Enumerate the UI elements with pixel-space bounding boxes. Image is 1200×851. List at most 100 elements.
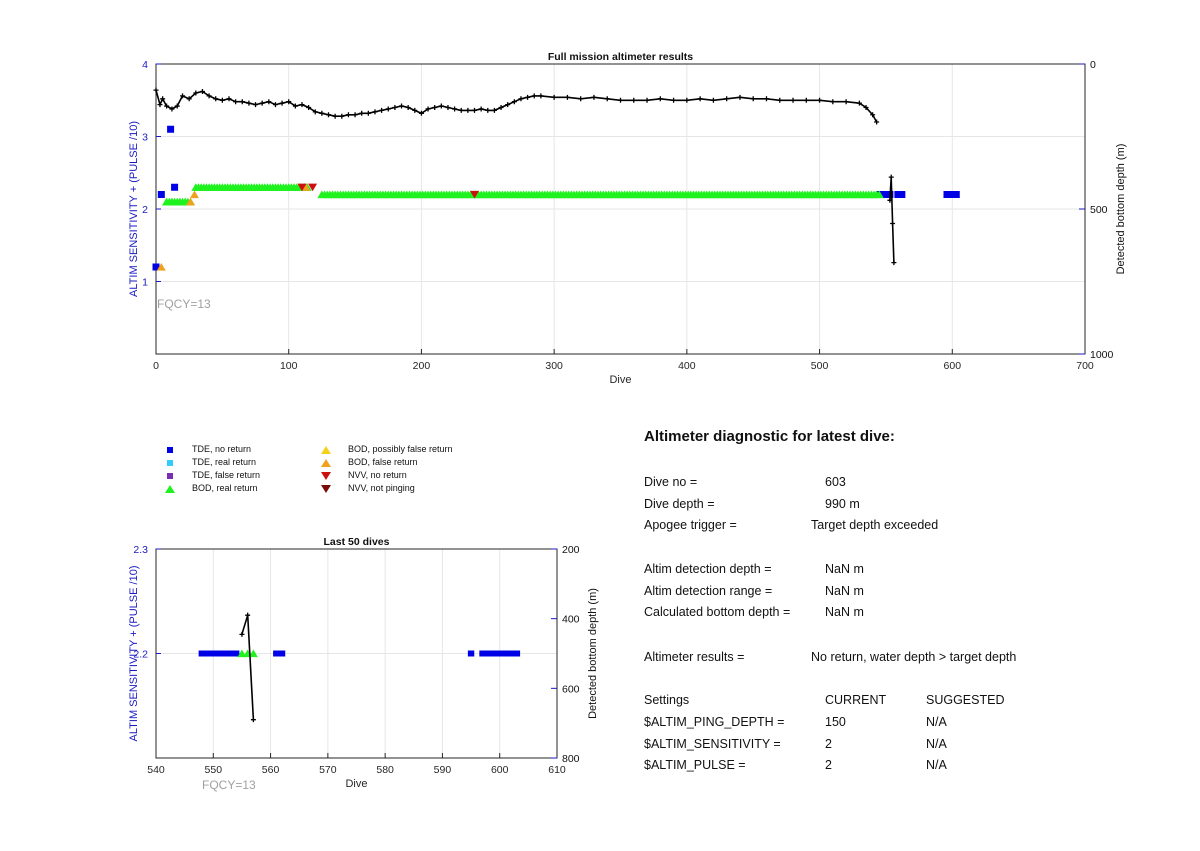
label: Calculated bottom depth = — [644, 605, 791, 619]
data-point-plus — [186, 96, 192, 102]
altimeter-diagnostic-panel: Altimeter diagnostic for latest dive: Di… — [644, 428, 1184, 788]
data-point-square — [502, 650, 509, 657]
legend-marker — [167, 459, 173, 466]
legend: TDE, no return TDE, real return TDE, fal… — [160, 440, 520, 500]
legend-item-bod-possibly-false: BOD, possibly false return — [320, 443, 453, 455]
data-point-plus — [239, 99, 245, 105]
data-point-plus — [250, 717, 256, 723]
data-point-plus — [843, 99, 849, 105]
legend-marker — [165, 484, 175, 493]
x-tick-label: 500 — [811, 360, 829, 372]
data-point-plus — [472, 107, 478, 113]
data-point-plus — [292, 103, 298, 109]
label: Dive depth = — [644, 497, 715, 511]
value: NaN m — [825, 562, 864, 576]
last-50-fqcy-annotation: FQCY=13 — [202, 778, 256, 792]
data-point-plus — [511, 99, 517, 105]
current: 2 — [825, 737, 832, 751]
series-line-bottom-depth — [889, 177, 895, 263]
diagnostic-title: Altimeter diagnostic for latest dive: — [644, 428, 895, 445]
data-point-plus — [491, 107, 497, 113]
label: Altimeter results = — [644, 650, 745, 664]
data-point-square — [467, 650, 475, 657]
data-point-plus — [538, 93, 544, 99]
data-point-plus — [657, 96, 663, 102]
data-point-plus — [319, 110, 325, 116]
y-tick-label: 1 — [142, 277, 148, 289]
data-point-plus — [458, 107, 464, 113]
data-point-plus — [452, 106, 458, 112]
value: No return, water depth > target depth — [811, 650, 1017, 664]
x-tick-label: 600 — [491, 764, 509, 776]
x-tick-label: 600 — [944, 360, 962, 372]
data-point-plus — [830, 99, 836, 105]
data-point-plus — [697, 96, 703, 102]
data-point-square — [894, 191, 902, 198]
data-point-plus — [164, 103, 170, 109]
data-point-square — [152, 263, 160, 271]
current-header: CURRENT — [825, 693, 887, 707]
x-tick-label: 0 — [153, 360, 159, 372]
data-point-plus — [591, 94, 597, 100]
data-point-plus — [856, 100, 862, 106]
last-50-x-axis-label: Dive — [345, 778, 367, 790]
data-point-plus — [180, 93, 186, 99]
data-point-plus — [803, 97, 809, 103]
x-tick-label: 300 — [545, 360, 563, 372]
label: Altim detection depth = — [644, 562, 772, 576]
data-point-square — [278, 650, 286, 657]
data-point-plus — [245, 612, 251, 618]
legend-marker — [321, 484, 331, 493]
label: $ALTIM_PING_DEPTH = — [644, 715, 785, 729]
data-point-triangle — [186, 197, 196, 206]
data-point-triangle — [237, 649, 247, 658]
data-point-plus — [618, 97, 623, 103]
data-point-plus — [352, 112, 358, 118]
x-tick-label: 540 — [147, 764, 165, 776]
data-point-plus — [891, 260, 897, 266]
data-point-plus — [631, 97, 637, 103]
data-point-plus — [306, 105, 312, 110]
data-point-square — [273, 650, 280, 657]
suggested: N/A — [926, 737, 947, 751]
data-point-plus — [385, 106, 391, 112]
data-point-plus — [345, 112, 351, 118]
last-50-chart-title: Last 50 dives — [324, 536, 390, 548]
legend-marker — [167, 446, 173, 453]
data-point-plus — [817, 97, 823, 103]
x-tick-label: 550 — [205, 764, 223, 776]
data-point-plus — [157, 102, 163, 108]
legend-item-bod-real-return: BOD, real return — [164, 482, 258, 494]
x-tick-label: 400 — [678, 360, 696, 372]
legend-marker — [321, 458, 331, 467]
y2-tick-label: 800 — [562, 753, 580, 765]
data-point-triangle-down — [470, 190, 480, 199]
data-point-square — [210, 650, 217, 657]
full-mission-y2-axis-label: Detected bottom depth (m) — [1115, 144, 1127, 275]
series-line-bottom-depth — [155, 89, 878, 123]
data-point-plus — [888, 174, 894, 180]
data-point-triangle — [874, 190, 884, 199]
data-point-plus — [525, 94, 531, 100]
data-point-plus — [326, 112, 332, 118]
data-point-plus — [465, 107, 471, 113]
data-point-plus — [438, 103, 444, 109]
x-tick-label: 560 — [262, 764, 280, 776]
legend-marker — [321, 445, 331, 454]
legend-item-tde-false-return: TDE, false return — [164, 469, 260, 481]
label: Altim detection range = — [644, 584, 773, 598]
data-point-square — [227, 650, 234, 657]
current: 2 — [825, 758, 832, 772]
x-tick-label: 100 — [280, 360, 298, 372]
data-point-plus — [505, 102, 511, 108]
data-point-plus — [153, 87, 159, 93]
y-tick-label: 2.2 — [133, 649, 148, 661]
data-point-plus — [518, 96, 524, 102]
data-point-plus — [160, 96, 166, 102]
data-point-plus — [193, 90, 199, 96]
data-point-triangle-down — [308, 183, 318, 192]
data-point-plus — [169, 106, 175, 112]
data-point-triangle — [248, 649, 258, 658]
data-point-plus — [233, 99, 239, 105]
data-point-square — [490, 650, 498, 657]
